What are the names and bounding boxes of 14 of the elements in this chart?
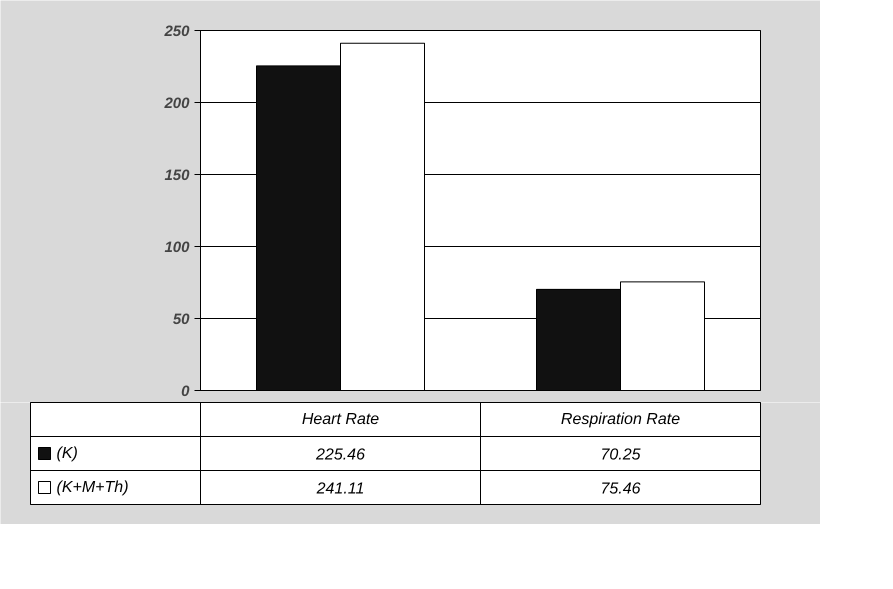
legend-label: (K+M+Th)	[56, 479, 129, 496]
y-tick-label: 50	[172, 311, 190, 328]
data-label: 70.25	[600, 446, 641, 464]
legend-label: (K)	[56, 445, 78, 462]
x-tick-label: Heart Rate	[302, 411, 380, 428]
y-tick-label: 100	[164, 239, 190, 256]
data-label: 225.46	[315, 446, 366, 464]
y-tick-label: 200	[163, 95, 190, 112]
data-label: 75.46	[600, 480, 641, 498]
y-tick-label: 250	[163, 23, 190, 40]
y-tick-label: 0	[181, 383, 190, 400]
x-tick-label: Respiration Rate	[560, 411, 680, 428]
data-label: 241.11	[316, 480, 364, 498]
y-tick-label: 150	[164, 167, 190, 184]
